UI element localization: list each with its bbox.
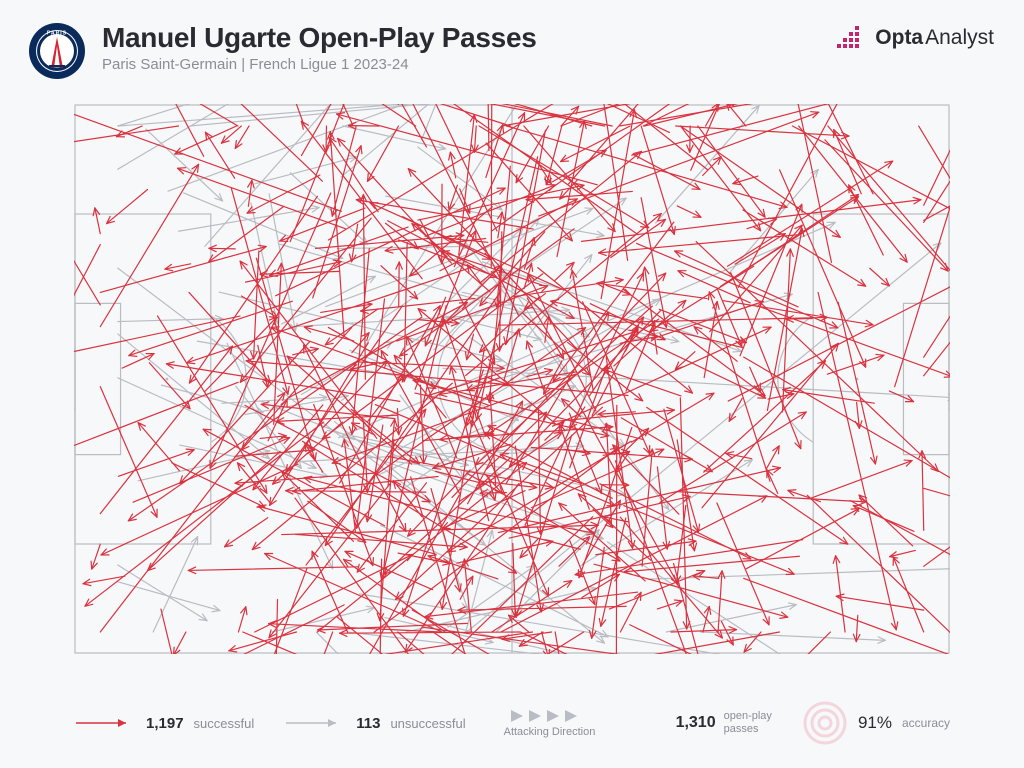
accuracy-value: 91% [858,713,892,733]
brand-word-1: Opta [875,26,923,49]
brand-word-2: Analyst [925,26,994,49]
accuracy-rings-icon [802,700,848,746]
opta-logo: OptaAnalyst [837,26,994,50]
total-label-2: passes [724,723,772,736]
total-passes: 1,310 open-play passes [676,710,772,735]
legend: 1,197 successful 113 unsuccessful Attack… [74,700,950,746]
club-crest: PARIS [28,22,86,80]
total-label-1: open-play [724,710,772,723]
attacking-label: Attacking Direction [504,726,596,738]
accuracy-label: accuracy [902,716,950,730]
legend-unsuccessful-count: 113 [356,715,380,732]
accuracy: 91% accuracy [802,700,950,746]
attacking-direction: Attacking Direction [504,708,596,738]
legend-successful: 1,197 successful [74,715,254,732]
crest-text: PARIS [47,31,67,37]
total-count: 1,310 [676,714,716,732]
page-subtitle: Paris Saint-Germain | French Ligue 1 202… [102,56,996,73]
legend-unsuccessful-label: unsuccessful [390,716,465,731]
pass-map [74,104,950,654]
legend-unsuccessful: 113 unsuccessful [284,715,465,732]
legend-successful-label: successful [194,716,255,731]
legend-successful-count: 1,197 [146,715,184,732]
